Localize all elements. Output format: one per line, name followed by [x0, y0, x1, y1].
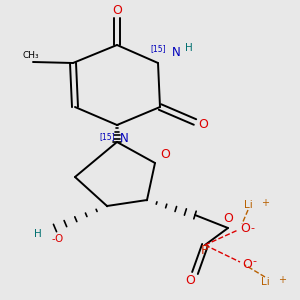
Text: +: +: [261, 198, 269, 208]
Text: O: O: [242, 257, 252, 271]
Text: O: O: [223, 212, 233, 226]
Text: H: H: [185, 43, 193, 53]
Text: P: P: [201, 244, 209, 256]
Text: -: -: [252, 256, 256, 266]
Text: O: O: [112, 4, 122, 17]
Text: N: N: [120, 133, 129, 146]
Text: O: O: [160, 148, 170, 161]
Text: +: +: [278, 275, 286, 285]
Text: Li: Li: [261, 277, 269, 287]
Text: CH₃: CH₃: [23, 50, 39, 59]
Text: Li: Li: [244, 200, 252, 210]
Text: [15]: [15]: [150, 44, 166, 53]
Text: O: O: [185, 274, 195, 286]
Text: -O: -O: [52, 234, 64, 244]
Text: O: O: [198, 118, 208, 130]
Text: -: -: [250, 223, 254, 233]
Text: H: H: [34, 229, 42, 239]
Text: N: N: [172, 46, 181, 59]
Text: [15]: [15]: [99, 133, 115, 142]
Text: O: O: [240, 221, 250, 235]
